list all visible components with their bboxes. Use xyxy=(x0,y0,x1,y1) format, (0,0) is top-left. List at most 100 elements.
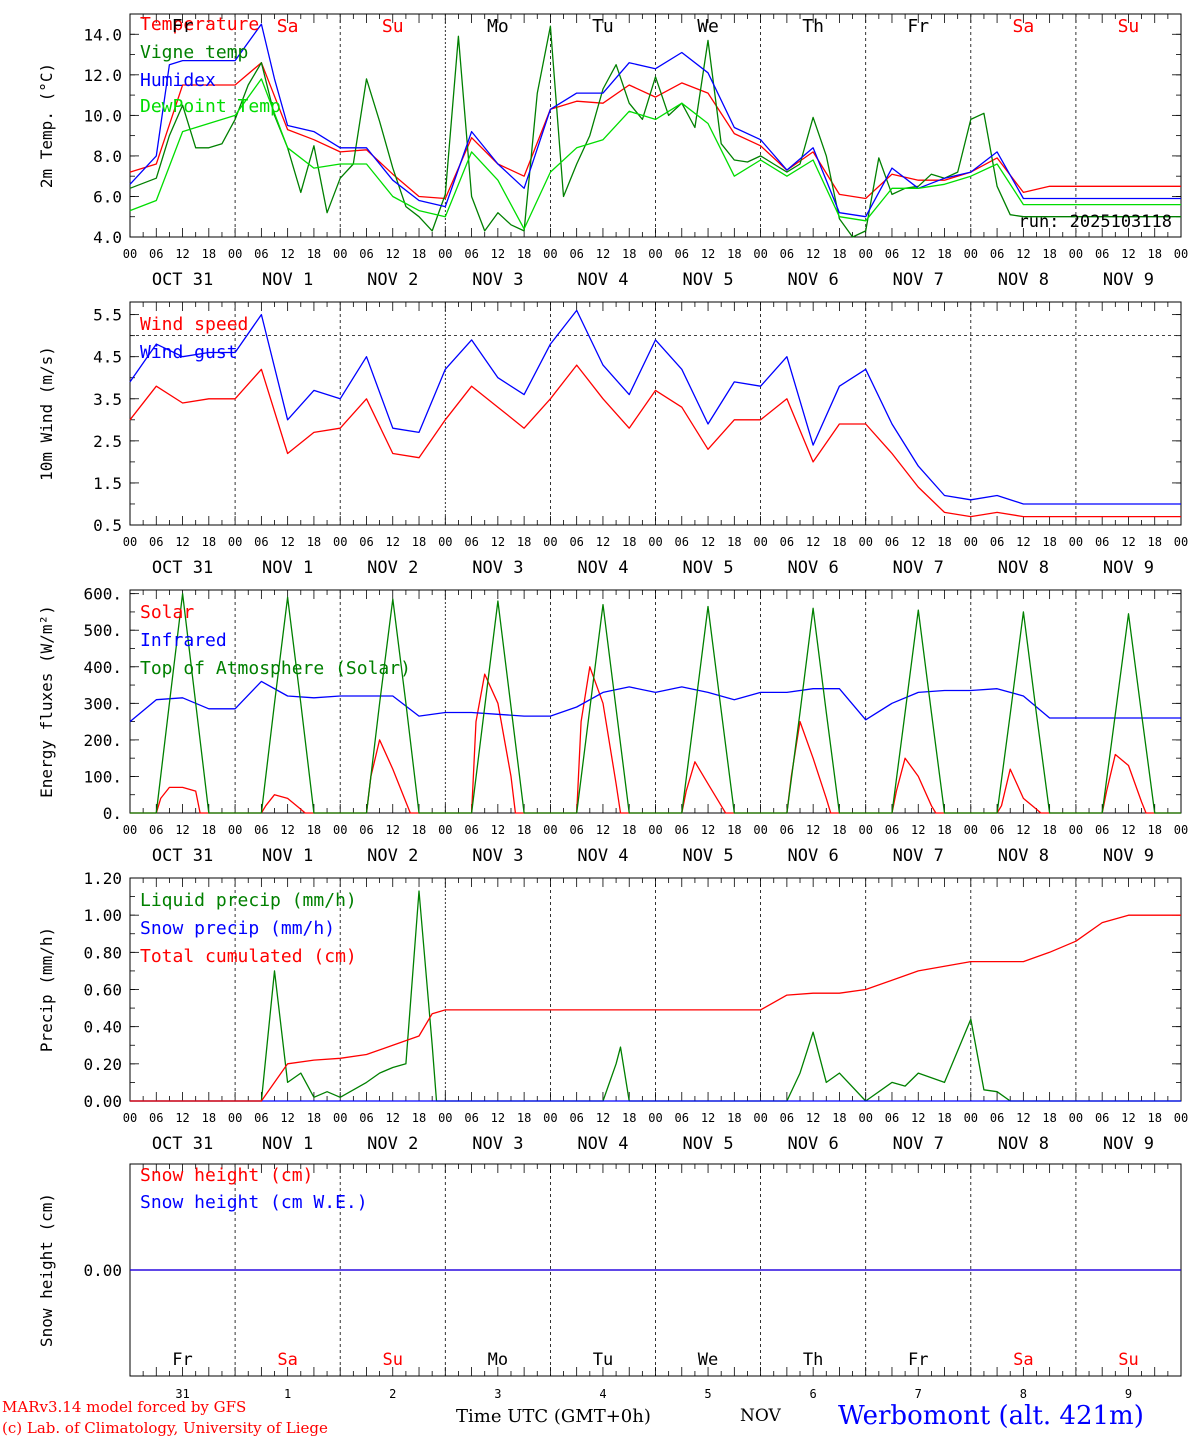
hour-tick-label: 06 xyxy=(780,535,794,549)
hour-tick-label: 00 xyxy=(1174,535,1188,549)
hour-tick-label: 06 xyxy=(1095,247,1109,261)
hour-tick-label: 06 xyxy=(254,1111,268,1125)
y-tick-label: 0.60 xyxy=(83,981,122,1000)
series-line-dewpoint-temp xyxy=(129,78,1181,230)
legend-label: Temperature xyxy=(140,14,259,35)
series-line-infrared xyxy=(129,680,1181,723)
hour-tick-label: 00 xyxy=(753,823,767,837)
hour-tick-label: 18 xyxy=(832,1111,846,1125)
y-tick-label: 0.20 xyxy=(83,1055,122,1074)
hour-tick-label: 18 xyxy=(202,1111,216,1125)
hour-tick-label: 00 xyxy=(123,247,137,261)
hour-tick-label: 12 xyxy=(596,247,610,261)
day-number: 3 xyxy=(494,1387,501,1401)
hour-tick-label: 00 xyxy=(753,247,767,261)
legend-label: Humidex xyxy=(140,70,216,91)
hour-tick-label: 00 xyxy=(1069,535,1083,549)
hour-tick-label: 12 xyxy=(1016,1111,1030,1125)
hour-tick-label: 06 xyxy=(675,247,689,261)
hour-tick-label: 00 xyxy=(438,535,452,549)
station-label: Werbomont (alt. 421m) xyxy=(838,1401,1144,1431)
hour-tick-label: 18 xyxy=(202,247,216,261)
hour-tick-label: 00 xyxy=(333,823,347,837)
date-label: OCT 31 xyxy=(152,270,213,290)
hour-tick-label: 00 xyxy=(228,535,242,549)
y-tick-label: 600. xyxy=(83,585,122,604)
date-label: NOV 1 xyxy=(262,270,313,290)
hour-tick-label: 00 xyxy=(123,823,137,837)
hour-tick-label: 00 xyxy=(964,535,978,549)
date-label: NOV 8 xyxy=(998,558,1049,578)
date-label: NOV 9 xyxy=(1103,270,1154,290)
hour-tick-label: 06 xyxy=(675,823,689,837)
hour-tick-label: 06 xyxy=(464,247,478,261)
date-label: NOV 2 xyxy=(367,846,418,866)
hour-tick-label: 18 xyxy=(1042,247,1056,261)
hour-tick-label: 18 xyxy=(202,823,216,837)
month-label: NOV xyxy=(740,1406,781,1426)
day-name-top: Th xyxy=(802,16,824,37)
y-tick-label: 6.0 xyxy=(93,187,122,206)
hour-tick-label: 18 xyxy=(1147,535,1161,549)
hour-tick-label: 12 xyxy=(386,535,400,549)
legend-label: Snow height (cm W.E.) xyxy=(140,1192,368,1213)
date-label: NOV 2 xyxy=(367,1134,418,1154)
series-line-humidex xyxy=(129,23,1181,218)
hour-tick-label: 12 xyxy=(1121,823,1135,837)
hour-tick-label: 12 xyxy=(175,247,189,261)
credit-line-2: (c) Lab. of Climatology, University of L… xyxy=(2,1419,328,1437)
hour-tick-label: 18 xyxy=(517,535,531,549)
hour-tick-label: 18 xyxy=(1042,535,1056,549)
hour-tick-label: 12 xyxy=(806,823,820,837)
hour-tick-label: 12 xyxy=(1016,823,1030,837)
legend-label: Wind gust xyxy=(140,342,238,363)
date-label: OCT 31 xyxy=(152,846,213,866)
date-label: NOV 9 xyxy=(1103,846,1154,866)
hour-tick-label: 00 xyxy=(543,247,557,261)
hour-tick-label: 12 xyxy=(280,247,294,261)
hour-tick-label: 00 xyxy=(858,535,872,549)
hour-tick-label: 06 xyxy=(990,535,1004,549)
hour-tick-label: 12 xyxy=(806,247,820,261)
date-label: NOV 4 xyxy=(577,558,628,578)
hour-tick-label: 12 xyxy=(491,535,505,549)
hour-tick-label: 12 xyxy=(280,1111,294,1125)
hour-tick-label: 12 xyxy=(491,247,505,261)
hour-tick-label: 00 xyxy=(333,1111,347,1125)
hour-tick-label: 00 xyxy=(964,823,978,837)
y-tick-label: 1.00 xyxy=(83,906,122,925)
day-name-bottom: Fr xyxy=(172,1350,192,1370)
series-line-vigne-temp xyxy=(129,25,1181,238)
hour-tick-label: 00 xyxy=(438,823,452,837)
hour-tick-label: 06 xyxy=(1095,535,1109,549)
hour-tick-label: 12 xyxy=(911,247,925,261)
day-name-top: Fr xyxy=(907,16,929,37)
date-label: NOV 8 xyxy=(998,846,1049,866)
day-name-bottom: Sa xyxy=(1013,1350,1033,1370)
date-label: NOV 6 xyxy=(788,270,839,290)
hour-tick-label: 18 xyxy=(412,823,426,837)
legend-label: Vigne temp xyxy=(140,42,248,63)
panel-frame-flux xyxy=(129,589,1182,814)
y-tick-label: 0. xyxy=(103,804,122,823)
hour-tick-label: 12 xyxy=(596,823,610,837)
hour-tick-label: 06 xyxy=(780,247,794,261)
run-label: run: 2025103118 xyxy=(1018,212,1172,232)
hour-tick-label: 06 xyxy=(675,1111,689,1125)
y-tick-label: 0.80 xyxy=(83,943,122,962)
hour-tick-label: 18 xyxy=(307,247,321,261)
hour-tick-label: 06 xyxy=(464,823,478,837)
hour-tick-label: 00 xyxy=(543,823,557,837)
hour-tick-label: 12 xyxy=(806,1111,820,1125)
hour-tick-label: 12 xyxy=(175,823,189,837)
hour-tick-label: 06 xyxy=(149,247,163,261)
hour-tick-label: 06 xyxy=(149,1111,163,1125)
hour-tick-label: 18 xyxy=(937,823,951,837)
hour-tick-label: 18 xyxy=(622,535,636,549)
y-tick-label: 12.0 xyxy=(83,66,122,85)
date-label: NOV 5 xyxy=(682,558,733,578)
hour-tick-label: 00 xyxy=(333,535,347,549)
y-tick-label: 4.0 xyxy=(93,228,122,247)
hour-tick-label: 00 xyxy=(648,247,662,261)
day-number: 4 xyxy=(599,1387,606,1401)
